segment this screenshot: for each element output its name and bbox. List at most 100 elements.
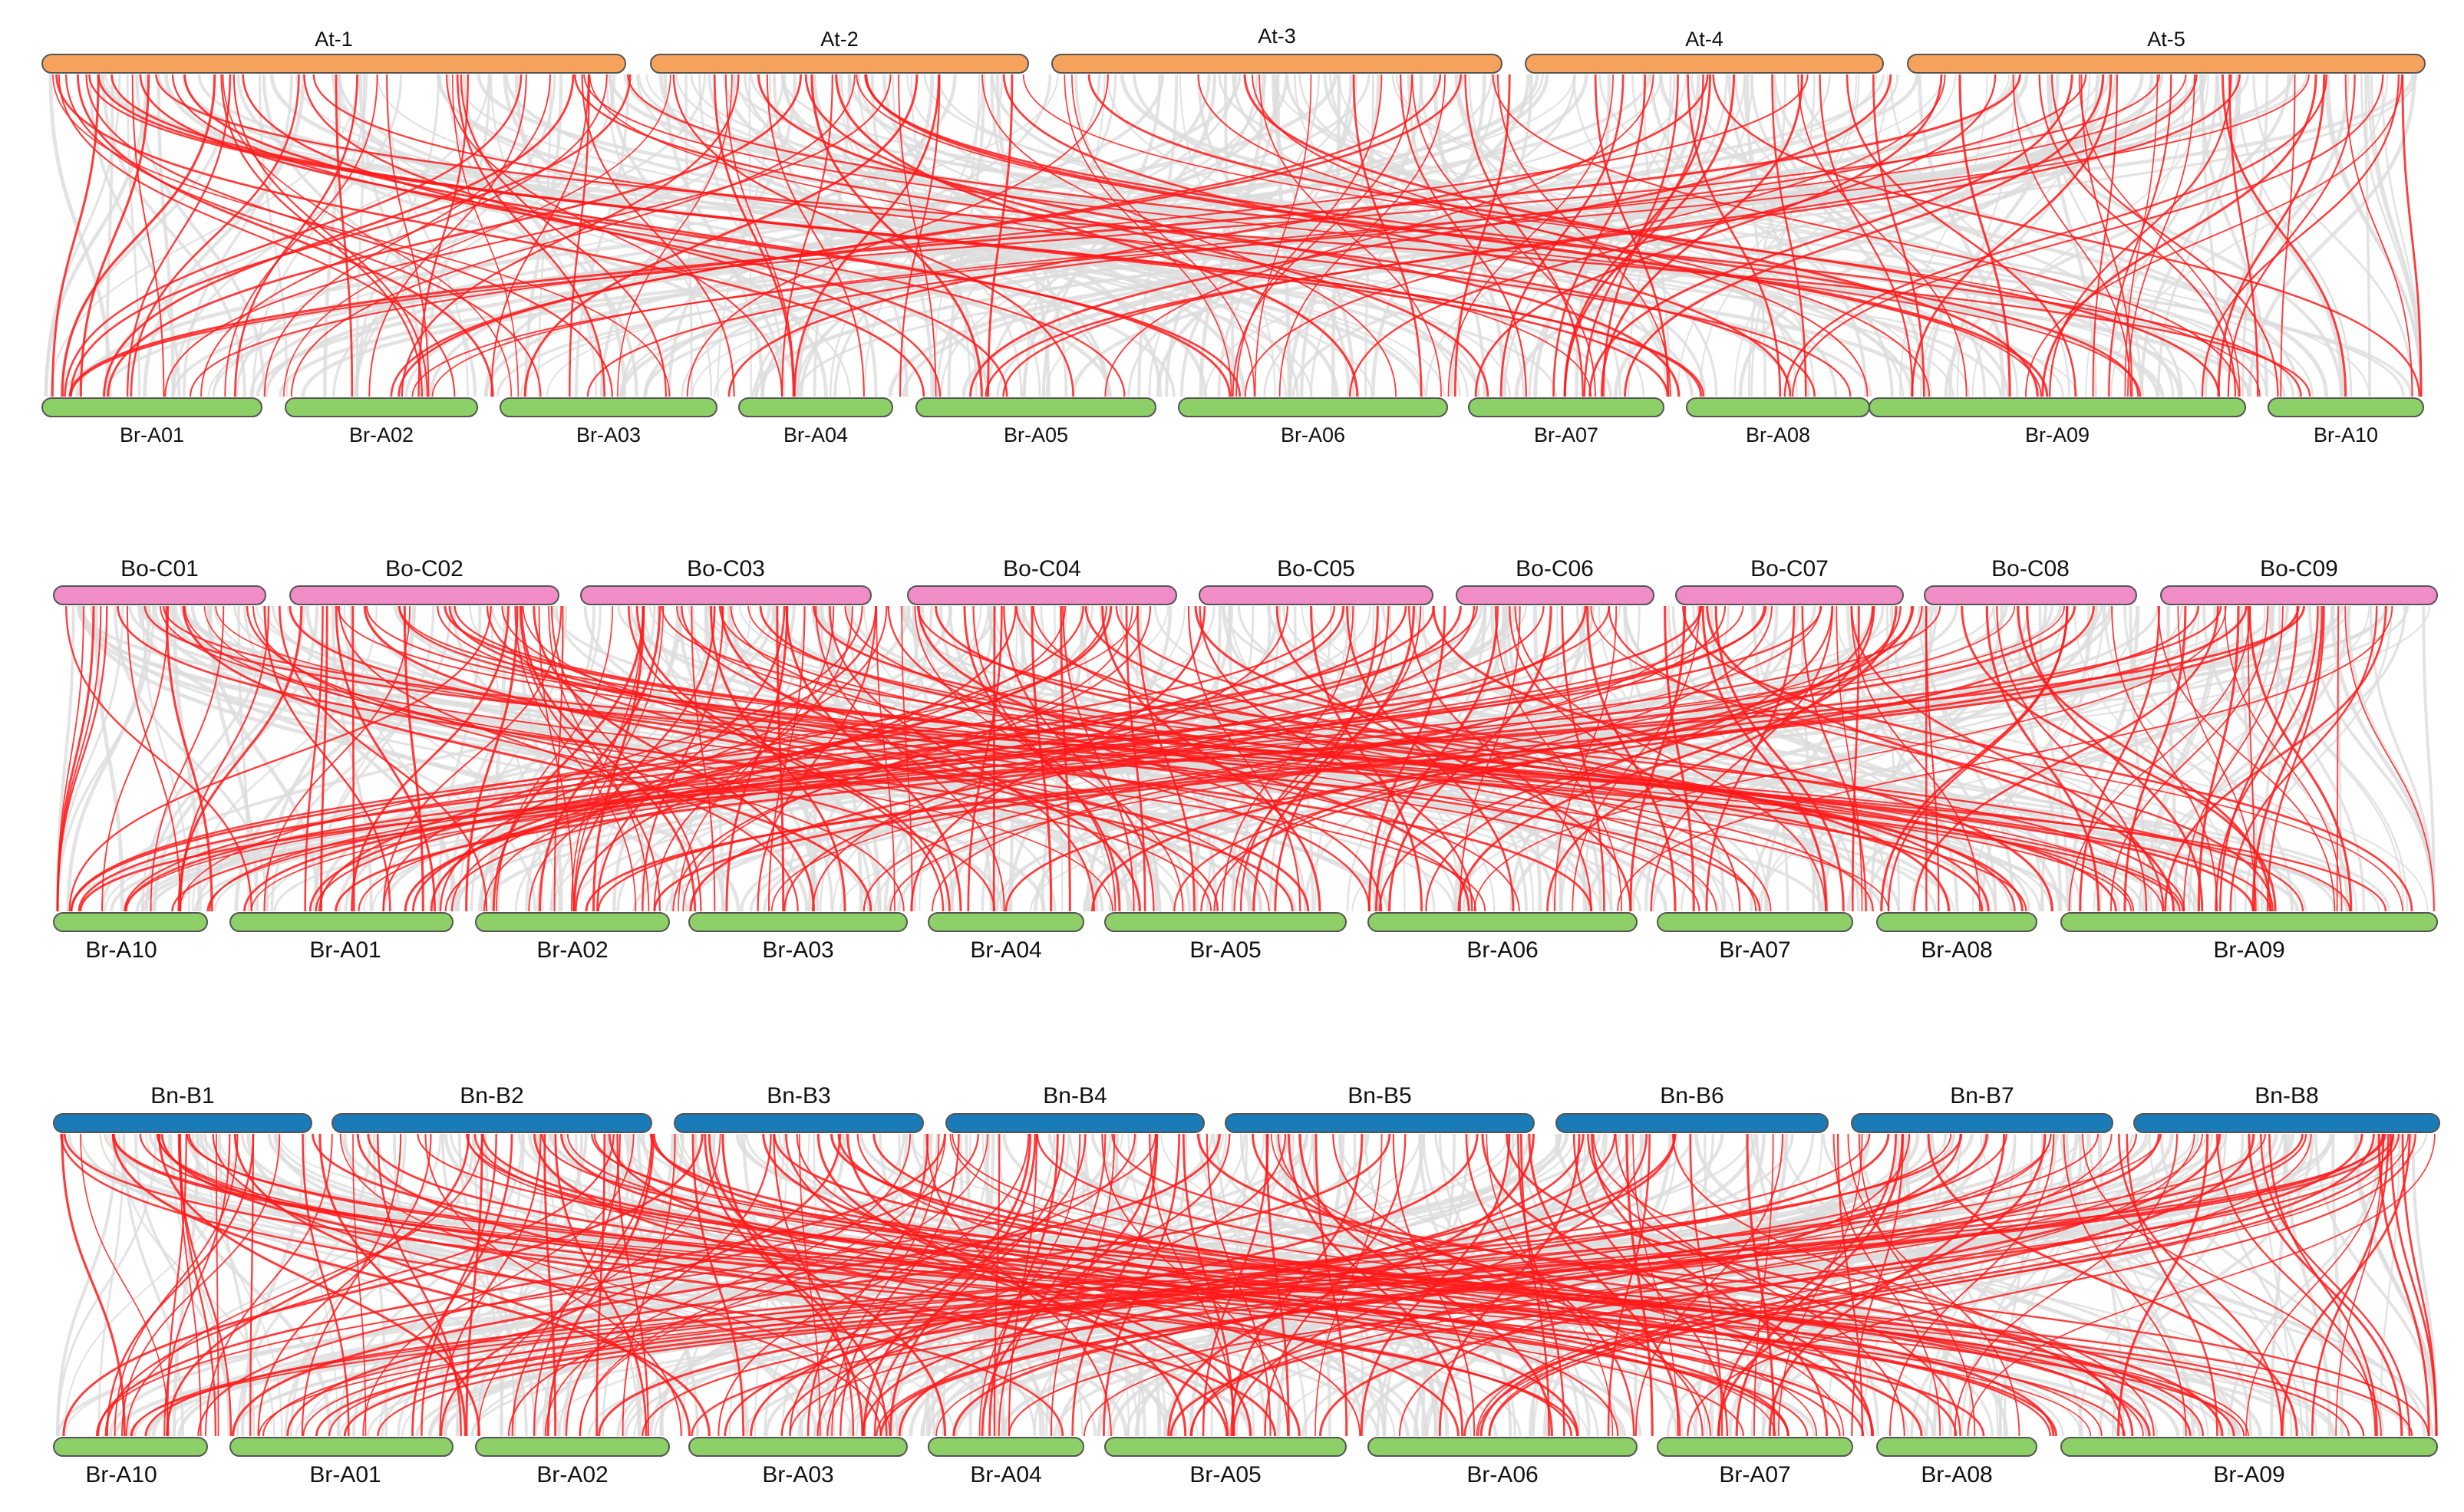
chromosome-label-br-a10: Br-A10 xyxy=(85,937,157,963)
highlighted-link xyxy=(1298,1133,1553,1437)
highlighted-link xyxy=(78,605,1703,912)
highlighted-link xyxy=(1002,74,1792,397)
chromosome-bar-bn-b5 xyxy=(1225,1113,1535,1133)
highlighted-link xyxy=(126,74,231,397)
highlighted-link xyxy=(987,74,1014,397)
highlighted-link xyxy=(1230,1133,1364,1437)
highlighted-link xyxy=(1687,74,1782,397)
highlighted-link xyxy=(1213,605,1773,912)
chromosome-label-br-a02: Br-A02 xyxy=(349,423,414,446)
chromosome-label-bo-c01: Bo-C01 xyxy=(120,556,199,581)
highlighted-link xyxy=(2050,74,2279,397)
background-link xyxy=(1263,74,1831,397)
highlighted-link xyxy=(257,1133,432,1437)
highlighted-link xyxy=(724,1133,1676,1437)
highlighted-link xyxy=(533,605,815,912)
highlighted-link xyxy=(1447,74,1614,397)
highlighted-link xyxy=(490,74,590,397)
highlighted-link xyxy=(1783,74,2328,397)
highlighted-link xyxy=(1712,74,2421,397)
highlighted-link xyxy=(1314,1133,1383,1437)
chromosome-bar-bn-b3 xyxy=(674,1113,924,1133)
background-link xyxy=(1478,1133,1987,1437)
highlighted-link xyxy=(981,74,1397,397)
highlighted-link xyxy=(1687,1133,2416,1437)
highlighted-link xyxy=(1911,74,2113,397)
background-link xyxy=(143,74,305,397)
highlighted-link xyxy=(653,605,853,912)
background-link xyxy=(1727,74,1868,397)
background-link xyxy=(2422,605,2436,912)
highlighted-link xyxy=(548,605,650,912)
highlighted-link xyxy=(130,74,300,397)
highlighted-link xyxy=(1488,1133,2395,1437)
background-link xyxy=(1310,74,1497,397)
highlighted-link xyxy=(608,1133,1460,1437)
highlighted-link xyxy=(212,1133,882,1437)
chromosome-label-br-a09: Br-A09 xyxy=(2025,423,2090,446)
highlighted-link xyxy=(2266,605,2325,912)
highlighted-link xyxy=(773,1133,2192,1437)
background-link xyxy=(1575,605,1821,912)
highlighted-link xyxy=(899,74,941,397)
highlighted-link xyxy=(411,1133,513,1437)
background-link xyxy=(470,605,602,912)
bottom-chromosome-row: Br-A01 Br-A02 Br-A03 Br-A04 Br-A05 Br-A0… xyxy=(41,397,2424,446)
background-link xyxy=(1980,1133,2403,1437)
chromosome-bar-bo-c06 xyxy=(1456,585,1654,605)
highlighted-link xyxy=(365,605,2184,912)
highlighted-link xyxy=(1349,74,1997,397)
highlighted-link xyxy=(1071,74,1255,397)
highlighted-link xyxy=(887,605,1383,912)
background-link xyxy=(289,1133,407,1437)
chromosome-bar-br-a10 xyxy=(2268,397,2424,417)
highlighted-link xyxy=(1850,605,2165,912)
highlighted-link xyxy=(1314,1133,1348,1437)
highlighted-link xyxy=(1003,605,1155,912)
background-link xyxy=(2337,605,2342,912)
background-link xyxy=(332,74,785,397)
highlighted-link xyxy=(1473,605,2227,912)
chromosome-label-br-a03: Br-A03 xyxy=(762,937,833,963)
highlighted-link xyxy=(579,1133,989,1437)
chromosome-bar-bo-c05 xyxy=(1199,585,1433,605)
highlighted-link xyxy=(2311,1133,2390,1437)
highlighted-link xyxy=(952,1133,1988,1437)
highlighted-link xyxy=(972,605,1117,912)
highlighted-link xyxy=(724,74,795,397)
highlighted-link xyxy=(440,1133,842,1437)
highlighted-link xyxy=(2251,605,2324,912)
highlighted-link xyxy=(157,1133,1573,1437)
highlighted-link xyxy=(864,74,2139,397)
chromosome-bar-bn-b8 xyxy=(2133,1113,2440,1133)
background-link xyxy=(249,74,1242,397)
highlighted-link xyxy=(773,1133,855,1437)
highlighted-link xyxy=(1494,605,1623,912)
background-link xyxy=(1910,1133,2179,1437)
highlighted-link xyxy=(1608,605,2274,912)
background-link xyxy=(755,74,2205,397)
highlighted-link xyxy=(1509,605,1741,912)
highlighted-link xyxy=(2082,1133,2382,1437)
background-link xyxy=(2268,605,2405,912)
highlighted-link xyxy=(789,1133,1087,1437)
highlighted-link xyxy=(1206,1133,1272,1437)
chromosome-label-bo-c07: Bo-C07 xyxy=(1750,556,1829,581)
highlighted-link xyxy=(1572,1133,1729,1437)
chromosome-bar-bo-c07 xyxy=(1675,585,1904,605)
background-link xyxy=(525,605,683,912)
highlighted-link xyxy=(183,74,1232,397)
background-link xyxy=(935,74,1117,397)
highlighted-link xyxy=(2268,1133,2378,1437)
highlighted-link xyxy=(969,74,1892,397)
highlighted-link xyxy=(1888,1133,2055,1437)
highlighted-link xyxy=(2078,74,2241,397)
background-link xyxy=(81,605,741,912)
highlighted-link xyxy=(2401,74,2423,397)
highlighted-link xyxy=(813,605,2117,912)
background-link xyxy=(2235,74,2353,397)
highlighted-link xyxy=(520,605,661,912)
highlighted-link xyxy=(1352,74,1423,397)
highlighted-link xyxy=(1880,605,2069,912)
highlighted-link xyxy=(2245,1133,2385,1437)
